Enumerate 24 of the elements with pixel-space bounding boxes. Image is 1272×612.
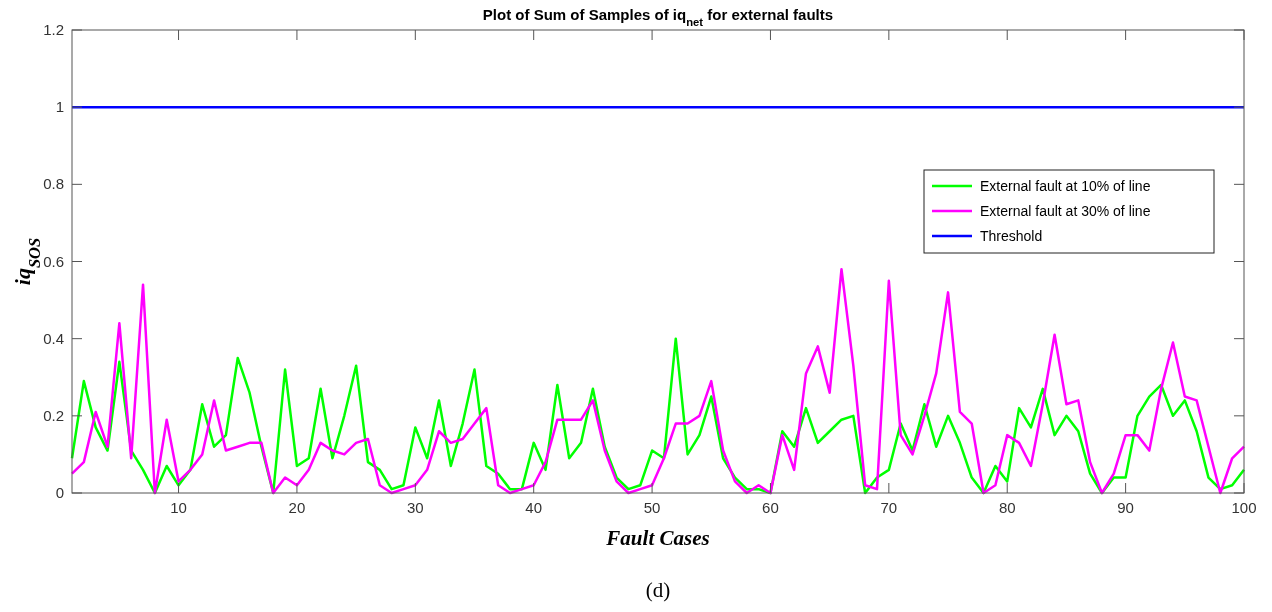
x-tick-label: 40 xyxy=(525,499,543,516)
y-tick-label: 0.6 xyxy=(43,252,64,270)
x-tick-label: 100 xyxy=(1231,499,1257,516)
y-tick-label: 1.2 xyxy=(43,21,64,38)
x-tick-label: 60 xyxy=(762,499,779,516)
x-tick-label: 90 xyxy=(1117,499,1134,516)
y-tick-label: 0.8 xyxy=(43,175,64,193)
y-tick-label: 0 xyxy=(55,484,64,501)
y-tick-label: 0.4 xyxy=(43,329,64,347)
x-tick-label: 70 xyxy=(880,499,898,516)
legend-label: Threshold xyxy=(980,228,1043,244)
legend-label: External fault at 30% of line xyxy=(980,203,1151,219)
line-series xyxy=(70,267,1246,495)
text: (d) xyxy=(645,578,671,602)
y-tick-label: 0.2 xyxy=(43,406,64,424)
chart-title: Plot of Sum of Samples of iq$_{net}$ for external faults xyxy=(482,6,834,28)
y-tick-label: 1 xyxy=(55,98,64,116)
x-tick-label: 20 xyxy=(288,499,306,516)
x-tick-label: 80 xyxy=(998,499,1016,516)
x-axis-title: Fault Cases xyxy=(605,526,710,550)
legend-label: External fault at 10% of line xyxy=(980,178,1151,194)
x-tick-label: 10 xyxy=(170,499,187,516)
x-tick-label: 50 xyxy=(643,499,661,516)
x-tick-label: 30 xyxy=(406,499,424,516)
